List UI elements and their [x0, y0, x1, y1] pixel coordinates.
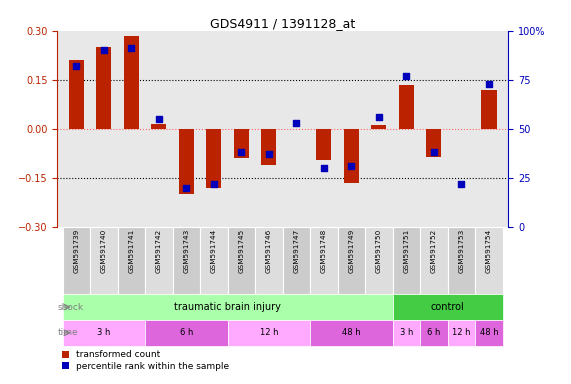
- Text: GSM591744: GSM591744: [211, 229, 217, 273]
- Bar: [283, 227, 310, 294]
- Legend: transformed count, percentile rank within the sample: transformed count, percentile rank withi…: [62, 350, 229, 371]
- Point: [72, 63, 81, 69]
- Point: [237, 149, 246, 156]
- Bar: [145, 320, 228, 346]
- Point: [319, 165, 328, 171]
- Bar: [151, 124, 166, 129]
- Text: GSM591754: GSM591754: [486, 229, 492, 273]
- Bar: [420, 320, 448, 346]
- Bar: [234, 129, 249, 158]
- Bar: [475, 320, 502, 346]
- Bar: [316, 129, 332, 160]
- Bar: [124, 36, 139, 129]
- Text: GSM591746: GSM591746: [266, 229, 272, 273]
- Text: GSM591749: GSM591749: [348, 229, 355, 273]
- Bar: [365, 227, 393, 294]
- Text: traumatic brain injury: traumatic brain injury: [174, 302, 281, 312]
- Point: [182, 185, 191, 191]
- Text: 3 h: 3 h: [97, 328, 111, 337]
- Bar: [420, 227, 448, 294]
- Bar: [262, 129, 276, 165]
- Title: GDS4911 / 1391128_at: GDS4911 / 1391128_at: [210, 17, 355, 30]
- Bar: [310, 320, 393, 346]
- Bar: [371, 126, 387, 129]
- Point: [457, 180, 466, 187]
- Point: [484, 81, 493, 87]
- Text: shock: shock: [58, 303, 84, 311]
- Bar: [206, 129, 222, 188]
- Bar: [228, 320, 310, 346]
- Point: [154, 116, 163, 122]
- Text: GSM591739: GSM591739: [73, 229, 79, 273]
- Point: [429, 149, 439, 156]
- Text: GSM591743: GSM591743: [183, 229, 190, 273]
- Point: [99, 47, 108, 53]
- Bar: [200, 227, 228, 294]
- Point: [127, 45, 136, 51]
- Bar: [63, 320, 145, 346]
- Bar: [255, 227, 283, 294]
- Text: 12 h: 12 h: [452, 328, 471, 337]
- Bar: [69, 60, 84, 129]
- Point: [402, 73, 411, 79]
- Bar: [118, 227, 145, 294]
- Text: GSM591741: GSM591741: [128, 229, 134, 273]
- Bar: [90, 227, 118, 294]
- Text: GSM591750: GSM591750: [376, 229, 382, 273]
- Bar: [63, 294, 393, 320]
- Bar: [393, 294, 502, 320]
- Text: 3 h: 3 h: [400, 328, 413, 337]
- Bar: [96, 47, 111, 129]
- Text: 48 h: 48 h: [480, 328, 498, 337]
- Bar: [448, 320, 475, 346]
- Text: GSM591740: GSM591740: [101, 229, 107, 273]
- Bar: [310, 227, 337, 294]
- Text: GSM591751: GSM591751: [404, 229, 409, 273]
- Bar: [172, 227, 200, 294]
- Text: GSM591752: GSM591752: [431, 229, 437, 273]
- Bar: [63, 227, 90, 294]
- Bar: [427, 129, 441, 157]
- Bar: [344, 129, 359, 183]
- Text: GSM591747: GSM591747: [293, 229, 299, 273]
- Point: [210, 180, 219, 187]
- Text: GSM591742: GSM591742: [156, 229, 162, 273]
- Bar: [393, 320, 420, 346]
- Point: [264, 151, 274, 157]
- Bar: [393, 227, 420, 294]
- Bar: [399, 84, 414, 129]
- Text: 48 h: 48 h: [342, 328, 361, 337]
- Bar: [179, 129, 194, 194]
- Point: [292, 120, 301, 126]
- Point: [375, 114, 384, 120]
- Bar: [475, 227, 502, 294]
- Text: 6 h: 6 h: [180, 328, 193, 337]
- Text: 6 h: 6 h: [427, 328, 441, 337]
- Text: GSM591748: GSM591748: [321, 229, 327, 273]
- Text: control: control: [431, 302, 465, 312]
- Bar: [448, 227, 475, 294]
- Text: GSM591753: GSM591753: [459, 229, 464, 273]
- Bar: [228, 227, 255, 294]
- Point: [347, 163, 356, 169]
- Bar: [145, 227, 172, 294]
- Text: time: time: [58, 328, 78, 337]
- Text: GSM591745: GSM591745: [238, 229, 244, 273]
- Bar: [337, 227, 365, 294]
- Text: 12 h: 12 h: [260, 328, 278, 337]
- Bar: [481, 89, 497, 129]
